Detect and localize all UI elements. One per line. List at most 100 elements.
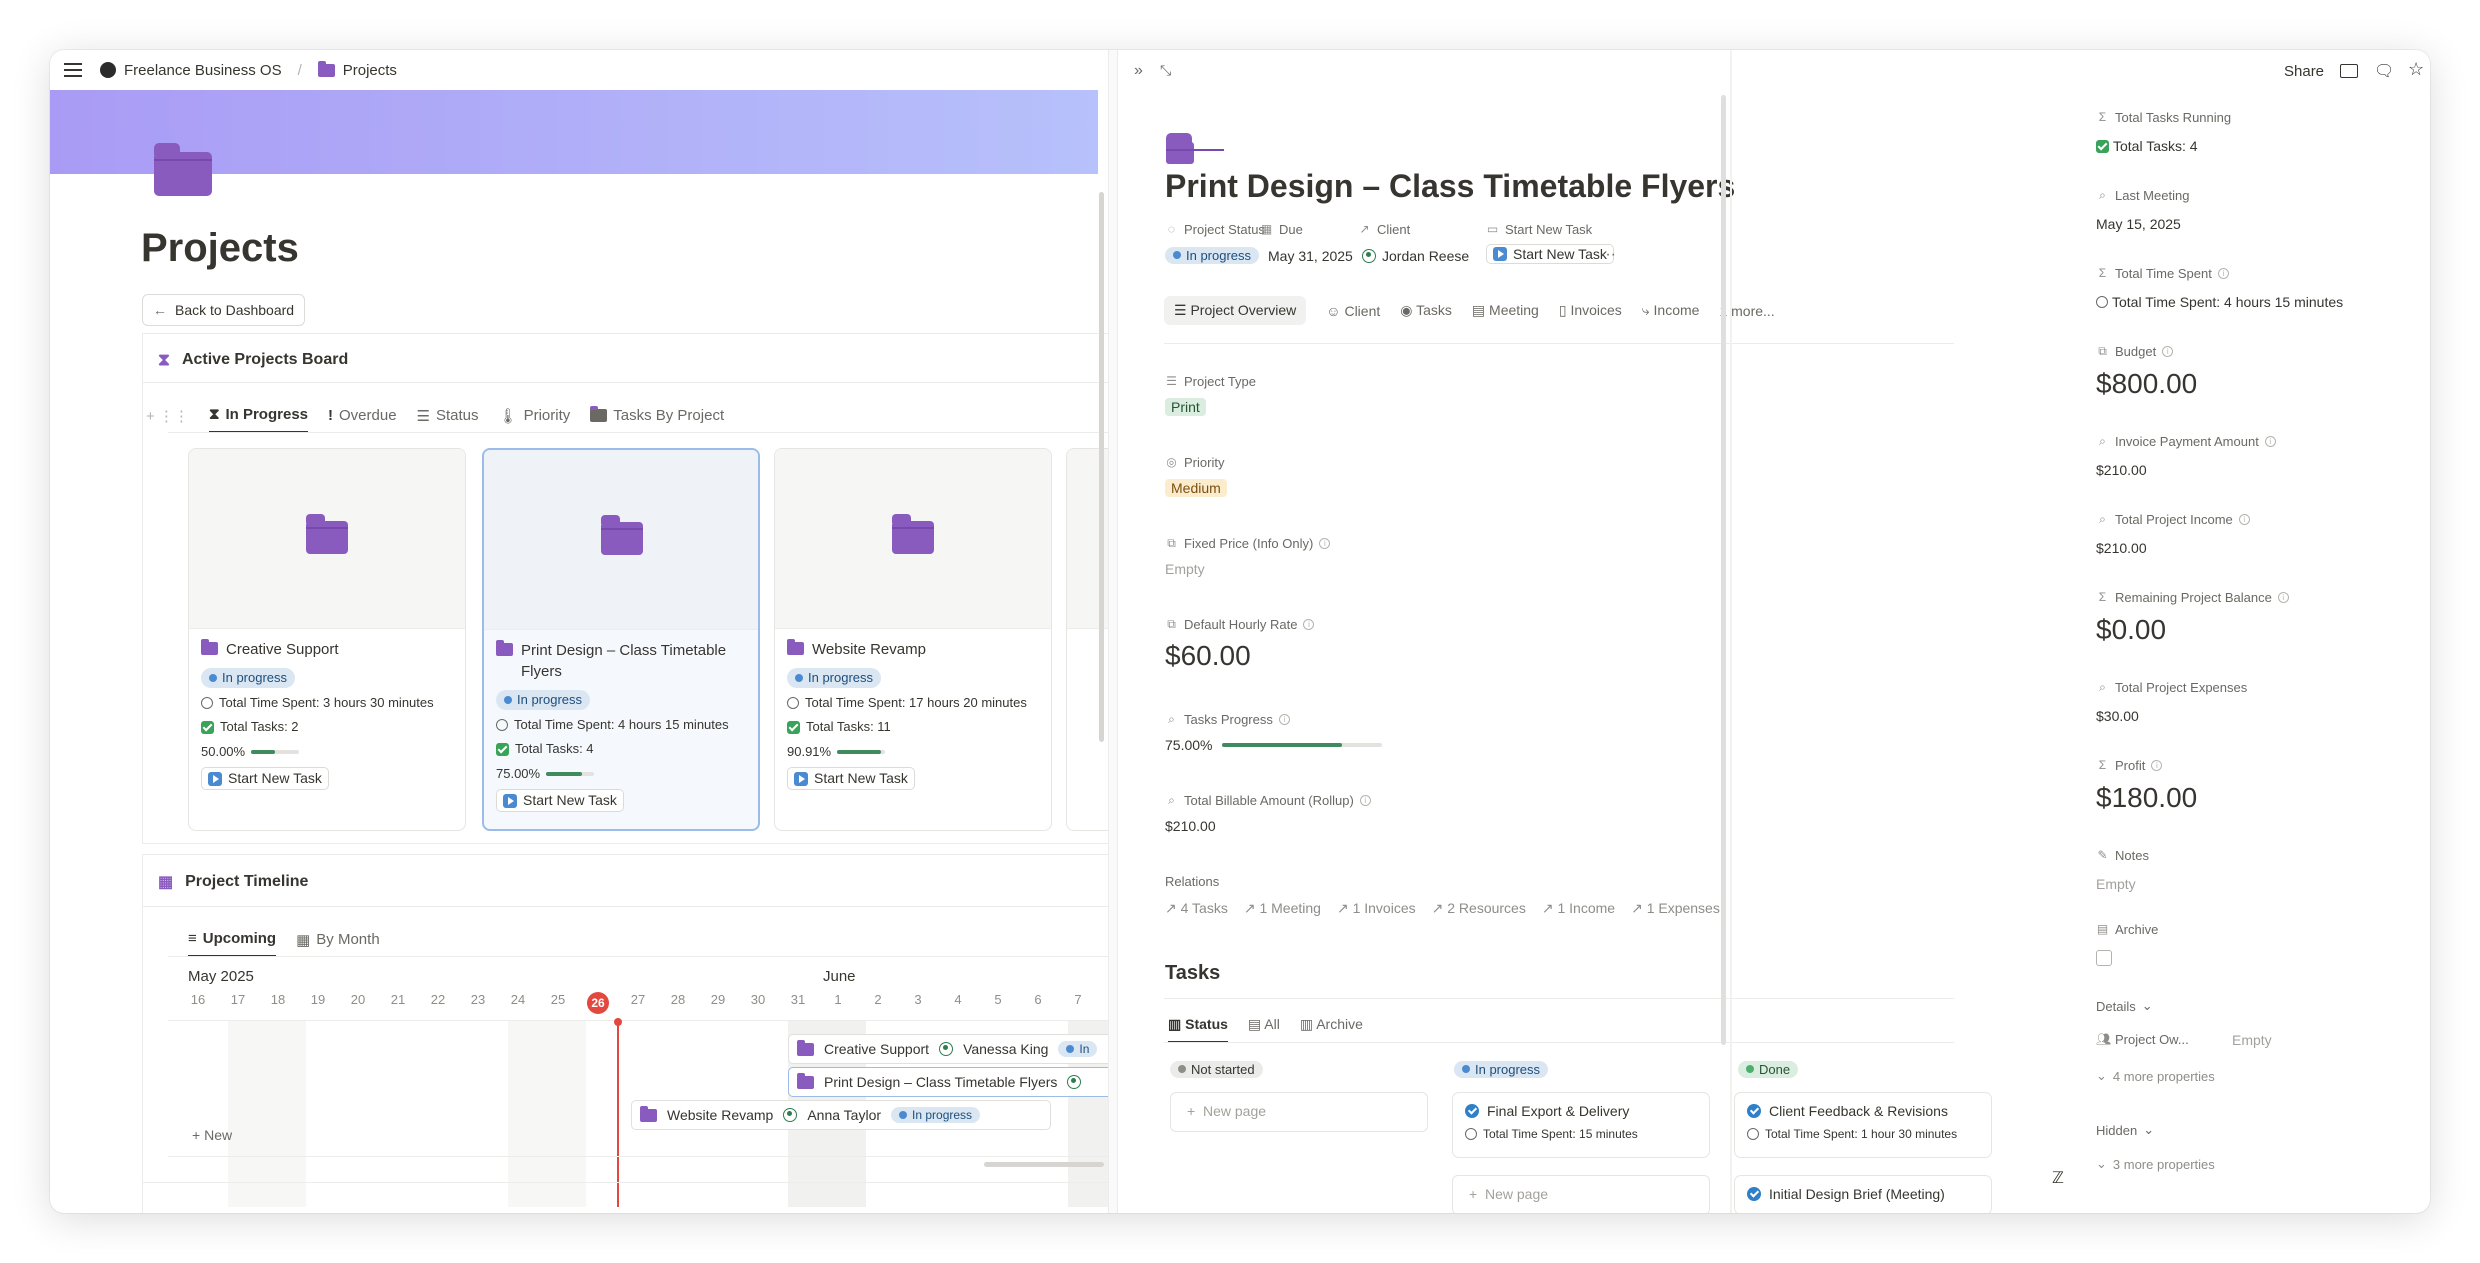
sidebar-label: ▤ Archive <box>2096 922 2159 937</box>
timeline-day: 7 <box>1074 992 1082 1007</box>
star-icon[interactable]: ☆ <box>2408 59 2425 79</box>
relation-link[interactable]: ↗ 1 Income <box>1541 900 1616 916</box>
content-scrollbar[interactable] <box>1721 95 1726 1045</box>
page-cover[interactable] <box>50 90 1098 174</box>
tab-more[interactable]: 1 more... <box>1719 302 1775 319</box>
horizontal-scrollbar[interactable] <box>984 1162 1104 1167</box>
task-card[interactable]: Client Feedback & Revisions Total Time S… <box>1734 1092 1992 1158</box>
card-title: Print Design – Class Timetable Flyers <box>521 642 727 680</box>
timeline-item[interactable]: Creative Support Vanessa King In <box>788 1034 1108 1064</box>
column-in-progress: In progress <box>1454 1060 1549 1078</box>
task-card[interactable]: Initial Design Brief (Meeting) <box>1734 1175 1992 1213</box>
share-button[interactable]: Share <box>2284 63 2325 80</box>
page-folder-icon[interactable] <box>154 143 212 196</box>
tab-income[interactable]: ⤷ Income <box>1641 302 1700 318</box>
relation-link[interactable]: ↗ 1 Invoices <box>1336 900 1416 916</box>
comment-icon[interactable]: 🗨︎ <box>2374 63 2395 80</box>
notes-value[interactable]: Empty <box>2096 876 2136 892</box>
folder-icon <box>892 514 934 554</box>
detail-title[interactable]: Print Design – Class Timetable Flyers <box>1165 168 1736 204</box>
tab-tasks[interactable]: ◉ Tasks <box>1400 302 1452 318</box>
breadcrumb-workspace[interactable]: Freelance Business OS <box>124 61 282 79</box>
prop-label-start: ▭ Start New Task <box>1486 222 1593 237</box>
relation-link[interactable]: ↗ 1 Expenses <box>1631 900 1720 916</box>
tab-invoices[interactable]: ▯ Invoices <box>1558 302 1622 318</box>
field-label: ⌕ Tasks Progress i <box>1165 712 1290 727</box>
tab-client[interactable]: ☺ Client <box>1326 302 1381 319</box>
tab-status[interactable]: ▥ Status <box>1168 1016 1228 1043</box>
due-value[interactable]: May 31, 2025 <box>1268 248 1353 264</box>
new-page-button[interactable]: + New page <box>1170 1092 1428 1132</box>
start-new-task-button[interactable]: Start New Task <box>1486 244 1614 266</box>
project-type-value[interactable]: Print <box>1165 398 1206 417</box>
pane-divider[interactable] <box>1108 50 1118 1213</box>
start-new-task-button[interactable]: Start New Task <box>787 766 915 791</box>
project-card[interactable]: Website Revamp In progress Total Time Sp… <box>774 448 1052 831</box>
project-owner-label: 👥︎ Project Ow... <box>2096 1032 2189 1047</box>
tab-overdue[interactable]: ! Overdue <box>328 407 397 424</box>
left-topbar: Freelance Business OS / Projects <box>50 50 1108 90</box>
progress-label: 50.00% <box>201 743 246 759</box>
hourly-rate-value[interactable]: $60.00 <box>1165 640 1251 671</box>
more-props-icon[interactable]: ··· <box>1600 246 1616 263</box>
timeline-title-text[interactable]: Project Timeline <box>185 873 309 890</box>
page-title[interactable]: Projects <box>141 226 299 270</box>
budget-value[interactable]: $800.00 <box>2096 368 2198 399</box>
folder-icon <box>201 639 218 655</box>
layout-icon[interactable] <box>2340 64 2358 78</box>
list-icon: ☰ <box>416 407 430 425</box>
timeline-day: 27 <box>630 992 646 1007</box>
new-timeline-item-button[interactable]: + New <box>192 1127 233 1143</box>
add-icon[interactable]: + ⋮⋮ <box>146 407 189 425</box>
tab-in-progress[interactable]: ⧗ In Progress <box>208 406 308 433</box>
relation-link[interactable]: ↗ 4 Tasks <box>1165 900 1228 916</box>
profit-value: $180.00 <box>2096 782 2198 813</box>
clock-icon <box>1747 1128 1759 1140</box>
more-properties-toggle[interactable]: ⌄ 4 more properties <box>2096 1068 2215 1084</box>
project-owner-value[interactable]: Empty <box>2232 1032 2272 1048</box>
menu-icon[interactable] <box>64 63 82 77</box>
tab-by-month[interactable]: ▦ By Month <box>296 931 380 949</box>
tab-status[interactable]: ☰ Status <box>416 407 479 425</box>
relation-link[interactable]: ↗ 2 Resources <box>1431 900 1526 916</box>
timeline-day: 1 <box>834 992 842 1007</box>
page-folder-icon[interactable] <box>1166 133 1224 164</box>
tab-priority[interactable]: 🌡︎ Priority <box>498 407 571 425</box>
vertical-scrollbar[interactable] <box>1099 192 1104 742</box>
back-to-dashboard-button[interactable]: ← Back to Dashboard <box>142 294 306 326</box>
start-new-task-button[interactable]: Start New Task <box>496 788 624 813</box>
tab-upcoming[interactable]: ≡ Upcoming <box>188 930 277 957</box>
progress-bar <box>546 771 595 776</box>
client-value[interactable]: Jordan Reese <box>1362 248 1469 264</box>
tasks-heading[interactable]: Tasks <box>1165 962 1221 984</box>
tab-meeting[interactable]: ▤ Meeting <box>1471 302 1539 318</box>
ai-assist-icon[interactable]: ℤ <box>2052 1170 2064 1187</box>
hidden-properties-toggle[interactable]: ⌄ 3 more properties <box>2096 1156 2215 1172</box>
field-label: ⌕ Total Billable Amount (Rollup) i <box>1165 793 1371 808</box>
new-page-button[interactable]: + New page <box>1452 1175 1710 1213</box>
breadcrumb-page[interactable]: Projects <box>342 61 397 79</box>
archive-checkbox[interactable] <box>2096 950 2112 966</box>
timeline-item-selected[interactable]: Print Design – Class Timetable Flyers <box>788 1067 1108 1097</box>
priority-value[interactable]: Medium <box>1165 479 1227 498</box>
details-toggle[interactable]: Details ⌄ <box>2096 998 2153 1014</box>
tab-all[interactable]: ▤ All <box>1247 1016 1280 1032</box>
hidden-toggle[interactable]: Hidden ⌄ <box>2096 1122 2155 1138</box>
tab-tasks-by-project[interactable]: Tasks By Project <box>590 406 724 432</box>
timeline-item[interactable]: Website Revamp Anna Taylor In progress <box>631 1100 1051 1130</box>
income-value: $210.00 <box>2096 540 2147 556</box>
checkbox-icon <box>2096 139 2109 153</box>
tab-project-overview[interactable]: ☰ Project Overview <box>1164 296 1307 325</box>
status-value[interactable]: In progress <box>1165 246 1260 264</box>
tab-archive[interactable]: ▥ Archive <box>1299 1016 1363 1032</box>
project-card-selected[interactable]: Print Design – Class Timetable Flyers In… <box>482 448 760 831</box>
project-card[interactable]: Creative Support In progress Total Time … <box>188 448 466 831</box>
start-new-task-button[interactable]: Start New Task <box>201 766 329 791</box>
detail-tabs: ☰ Project Overview ☺ Client ◉ Tasks ▤ Me… <box>1164 296 1775 325</box>
collapse-peek-icon[interactable]: » <box>1134 62 1143 79</box>
fixed-price-value[interactable]: Empty <box>1165 561 1205 577</box>
task-card[interactable]: Final Export & Delivery Total Time Spent… <box>1452 1092 1710 1158</box>
board-title-text[interactable]: Active Projects Board <box>181 351 349 368</box>
expand-icon[interactable]: ⤡ <box>1160 62 1172 78</box>
relation-link[interactable]: ↗ 1 Meeting <box>1243 900 1321 916</box>
